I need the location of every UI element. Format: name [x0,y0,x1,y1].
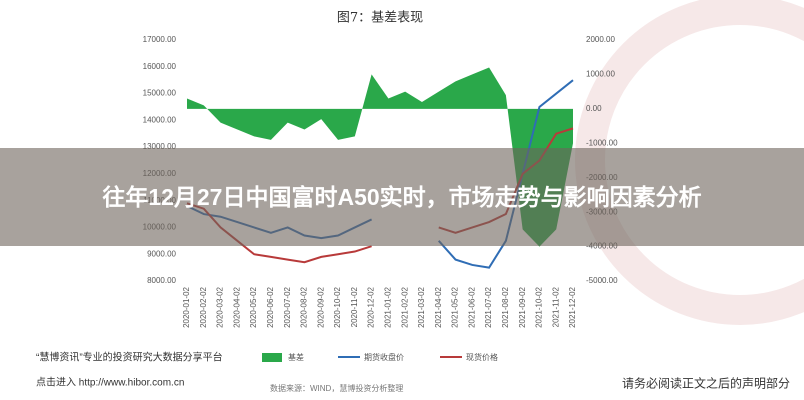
x-tick-label: 2021-09-02 [518,286,527,327]
y-tick-label: 15000.00 [143,89,177,98]
legend-label: 基差 [288,352,304,362]
y-tick-label: 9000.00 [147,249,176,258]
y-tick-label: 13000.00 [143,142,177,151]
link[interactable]: 点击进入 http://www.hibor.com.cn [36,377,184,389]
x-tick-label: 2020-12-02 [367,286,376,327]
y-tick-label: 16000.00 [143,62,177,71]
x-tick-label: 2021-12-02 [568,286,577,327]
y2-tick-label: -4000.00 [586,242,618,251]
legend-label: 期货收盘价 [364,352,404,362]
disclaimer: 请务必阅读正文之后的声明部分 [622,376,790,391]
x-tick-label: 2020-01-02 [182,286,191,327]
x-tick-label: 2020-11-02 [350,286,359,327]
x-tick-label: 2021-01-02 [384,286,393,327]
x-tick-label: 2021-11-02 [551,286,560,327]
y2-tick-label: 2000.00 [586,35,615,44]
x-tick-label: 2020-10-02 [333,286,342,327]
basis-area [187,67,573,247]
x-tick-label: 2021-08-02 [501,286,510,327]
x-tick-label: 2020-02-02 [199,286,208,327]
legend-swatch [262,353,282,362]
x-tick-label: 2021-06-02 [467,286,476,327]
y2-tick-label: 0.00 [586,104,602,113]
y-tick-label: 14000.00 [143,115,177,124]
source-note: 数据来源：WIND，慧博投资分析整理 [270,383,403,393]
x-tick-label: 2020-03-02 [216,286,225,327]
x-tick-label: 2021-10-02 [535,286,544,327]
x-tick-label: 2021-07-02 [484,286,493,327]
x-tick-label: 2021-03-02 [417,286,426,327]
x-tick-label: 2021-02-02 [400,286,409,327]
x-tick-label: 2020-04-02 [232,286,241,327]
x-tick-label: 2020-09-02 [316,286,325,327]
x-tick-label: 2021-04-02 [434,286,443,327]
y-tick-label: 17000.00 [143,35,177,44]
brand: “慧博资讯”专业的投资研究大数据分享平台 [36,351,223,364]
x-tick-label: 2020-05-02 [249,286,258,327]
legend-label: 现货价格 [466,352,498,362]
y2-tick-label: 1000.00 [586,70,615,79]
x-tick-label: 2021-05-02 [451,286,460,327]
headline: 往年12月27日中国富时A50实时，市场走势与影响因素分析 [102,184,702,210]
x-tick-label: 2020-07-02 [283,286,292,327]
y2-tick-label: -1000.00 [586,138,618,147]
x-tick-label: 2020-06-02 [266,286,275,327]
x-tick-label: 2020-08-02 [300,286,309,327]
headline-banner: 往年12月27日中国富时A50实时，市场走势与影响因素分析 [0,148,804,246]
chart-title: 图7：基差表现 [337,11,423,26]
y2-tick-label: -5000.00 [586,276,618,285]
y-tick-label: 8000.00 [147,276,176,285]
